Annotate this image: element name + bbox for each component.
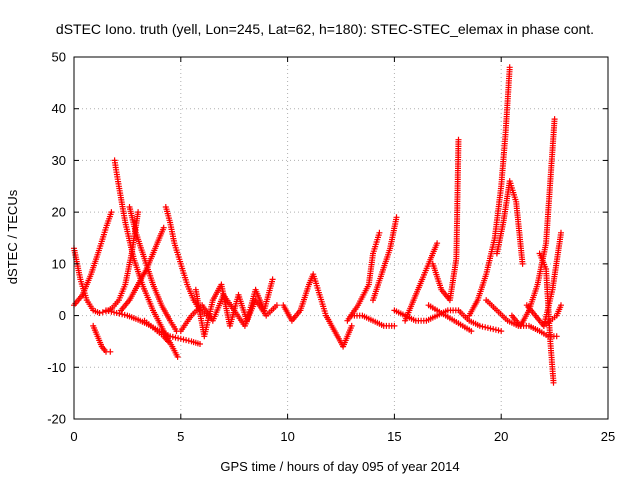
- data-point-marker: [108, 209, 115, 216]
- data-point-marker: [269, 276, 276, 283]
- x-tick-label: 25: [601, 429, 615, 444]
- x-tick-label: 20: [494, 429, 508, 444]
- data-point-marker: [476, 322, 483, 329]
- data-point-marker: [553, 333, 560, 340]
- y-tick-label: 20: [52, 205, 66, 220]
- data-point-marker: [111, 309, 117, 316]
- axis-ticks: [73, 56, 609, 420]
- data-point-marker: [165, 338, 171, 345]
- data-points: [71, 64, 564, 386]
- data-point-marker: [376, 229, 383, 236]
- data-point-marker: [169, 333, 176, 340]
- data-point-marker: [391, 322, 398, 329]
- data-point-marker: [468, 328, 475, 335]
- data-point-marker: [434, 240, 441, 247]
- data-point-marker: [348, 322, 355, 329]
- data-point-marker: [135, 209, 142, 216]
- y-tick-label: 10: [52, 256, 66, 271]
- x-tick-label: 15: [387, 429, 401, 444]
- plot-frame: [73, 56, 609, 420]
- data-point-marker: [558, 229, 564, 236]
- y-tick-label: -10: [47, 360, 66, 375]
- y-tick-label: 40: [52, 101, 66, 116]
- data-point-marker: [558, 302, 564, 309]
- data-point-marker: [519, 260, 526, 267]
- grid-lines: [74, 57, 608, 419]
- x-tick-labels: 0 5 10 15 20 25: [70, 429, 615, 444]
- data-point-marker: [495, 327, 502, 334]
- data-point-marker: [490, 326, 497, 333]
- y-tick-label: 0: [59, 308, 66, 323]
- y-tick-labels: -20 -10 0 10 20 30 40 50: [47, 50, 66, 427]
- x-tick-label: 0: [70, 429, 77, 444]
- x-tick-label: 10: [280, 429, 294, 444]
- x-axis-label: GPS time / hours of day 095 of year 2014: [220, 459, 459, 474]
- data-point-marker: [455, 136, 462, 143]
- y-axis-label: dSTEC / TECUs: [5, 189, 20, 284]
- data-point-marker: [183, 337, 190, 344]
- data-point-marker: [506, 64, 513, 71]
- data-point-marker: [116, 310, 123, 317]
- data-point-marker: [107, 348, 114, 355]
- data-point-marker: [105, 308, 112, 314]
- data-point-marker: [197, 341, 203, 347]
- data-point-marker: [177, 335, 184, 342]
- y-tick-label: 30: [52, 153, 66, 168]
- y-tick-label: -20: [47, 412, 66, 427]
- data-point-marker: [393, 214, 400, 221]
- data-point-marker: [160, 224, 167, 231]
- data-point-marker: [174, 353, 181, 360]
- data-point-marker: [99, 309, 106, 316]
- x-tick-label: 5: [177, 429, 184, 444]
- data-point-marker: [550, 379, 557, 386]
- chart-title: dSTEC Iono. truth (yell, Lon=245, Lat=62…: [56, 21, 594, 37]
- data-point-marker: [121, 311, 128, 318]
- data-point-marker: [498, 328, 505, 335]
- data-point-marker: [482, 324, 489, 331]
- y-tick-label: 50: [52, 50, 66, 65]
- data-point-marker: [96, 310, 103, 316]
- data-point-marker: [273, 302, 280, 309]
- data-point-marker: [551, 116, 558, 123]
